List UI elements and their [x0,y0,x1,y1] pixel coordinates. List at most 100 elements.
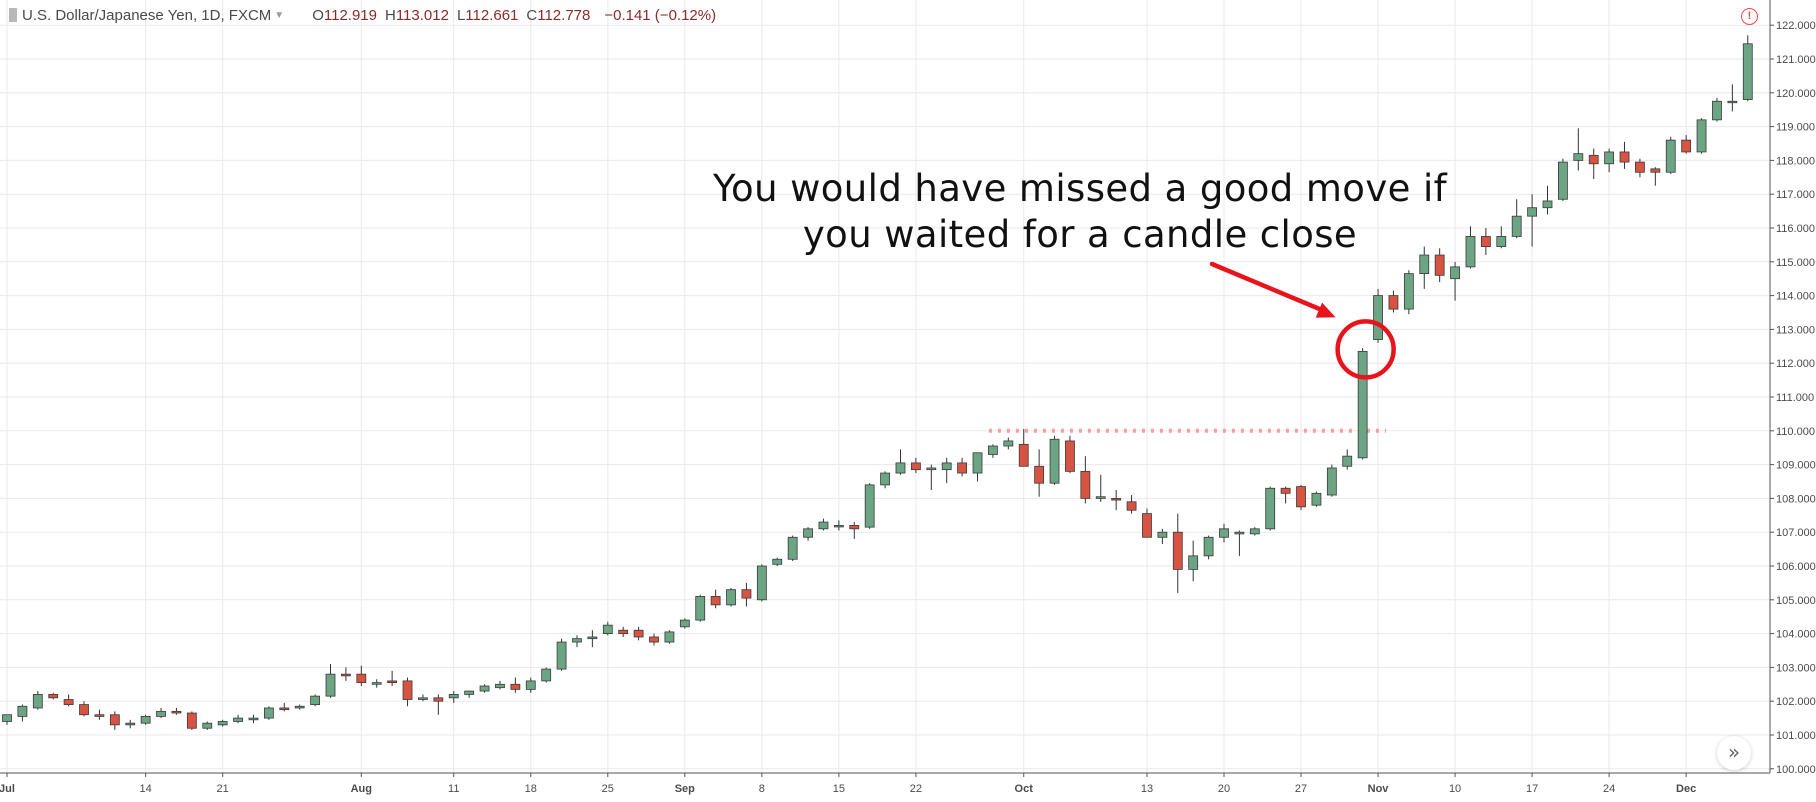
candle-body [1619,151,1630,163]
candle-body [1018,443,1029,467]
candle-body [1342,455,1353,467]
candle [1403,270,1414,315]
candle [572,635,582,648]
candle [1558,158,1568,201]
candle-body [633,629,644,638]
candle [556,638,567,671]
candle [186,711,197,730]
candle-body [248,717,259,721]
candle [94,709,105,720]
x-tick-label: Aug [351,783,372,795]
candle [294,704,305,710]
candle [926,464,937,490]
warning-icon[interactable]: ! [1741,8,1758,25]
close-key: C [526,6,538,24]
candle-body [1265,487,1276,530]
x-tick-label: 21 [217,783,229,795]
candle-body [402,680,413,700]
candle-body [679,619,690,628]
chevron-down-icon[interactable]: ▼ [274,9,285,21]
candle [1342,449,1353,470]
candle [1635,158,1645,178]
y-tick-label: 119.000 [1776,122,1815,134]
change-value: −0.141 (−0.12%) [604,6,717,24]
x-tick-label: 25 [602,783,614,795]
candle-body [895,462,906,474]
candle [880,471,890,489]
candle-body [695,596,706,621]
y-tick-label: 105.000 [1776,595,1816,607]
candle-body [94,714,105,717]
candle-body [988,445,998,455]
candle-body [1681,139,1692,153]
candle [649,633,659,646]
scroll-to-realtime-button[interactable]: » [1717,736,1751,770]
x-tick-label: Oct [1015,783,1034,795]
candle [156,707,166,719]
close-value: 112.778 [537,6,591,24]
y-tick-label: 113.000 [1776,324,1815,336]
candle-body [1249,528,1260,535]
open-key: O [312,6,324,24]
candle-body [556,641,567,670]
candle-body [418,697,428,700]
x-tick-label: Jul [0,783,15,795]
candle [310,694,321,707]
x-tick-label: 18 [525,783,537,795]
candle-body [1465,236,1476,268]
candle-body [1065,440,1075,472]
y-tick-label: 114.000 [1776,291,1815,303]
candle [202,721,213,730]
x-tick-label: Dec [1676,783,1696,795]
collapse-legend-icon[interactable] [9,8,17,22]
candle [2,714,12,725]
x-tick-label: Nov [1368,783,1390,795]
candle-body [48,694,59,699]
candle [356,665,367,686]
candle [1188,540,1199,582]
annotation-marks [1209,261,1396,380]
candle-body [325,673,336,697]
grid [0,0,1770,773]
candle [1357,347,1368,460]
candle-body [1296,486,1306,508]
candle-body [1388,295,1399,310]
candle [910,457,921,474]
candle-body [910,462,921,471]
candle-body [1357,350,1368,459]
candle-body [1650,168,1661,173]
candle-body [741,589,752,599]
candle-body [125,722,136,726]
candle [1219,523,1229,543]
candle-body [495,683,505,689]
candle [957,457,968,477]
candle [818,518,829,531]
candle [1419,246,1430,289]
x-tick-label: 15 [833,783,845,795]
candle [710,589,721,609]
candle-body [217,721,228,726]
candle-body [803,528,813,538]
candle [1511,199,1522,239]
candle-body [156,710,166,717]
x-tick-label: 11 [448,783,459,795]
candle-body [726,589,736,606]
candle-body [1696,119,1707,153]
symbol-name[interactable]: U.S. Dollar/Japanese Yen, 1D, FXCM [22,6,272,24]
candle-body [710,596,721,606]
candle [1049,435,1060,485]
annotation-arrow-shaft [1209,261,1330,315]
candle [1465,226,1476,269]
candle [741,582,752,607]
candle-body [1095,496,1106,499]
candle [1234,530,1245,556]
candle-body [17,705,28,717]
candle-body [818,521,829,530]
candle [1665,136,1676,174]
candle-body [1049,438,1060,484]
candle-body [341,673,351,677]
candle-body [772,558,783,565]
candle [510,677,521,693]
candle [525,677,536,693]
